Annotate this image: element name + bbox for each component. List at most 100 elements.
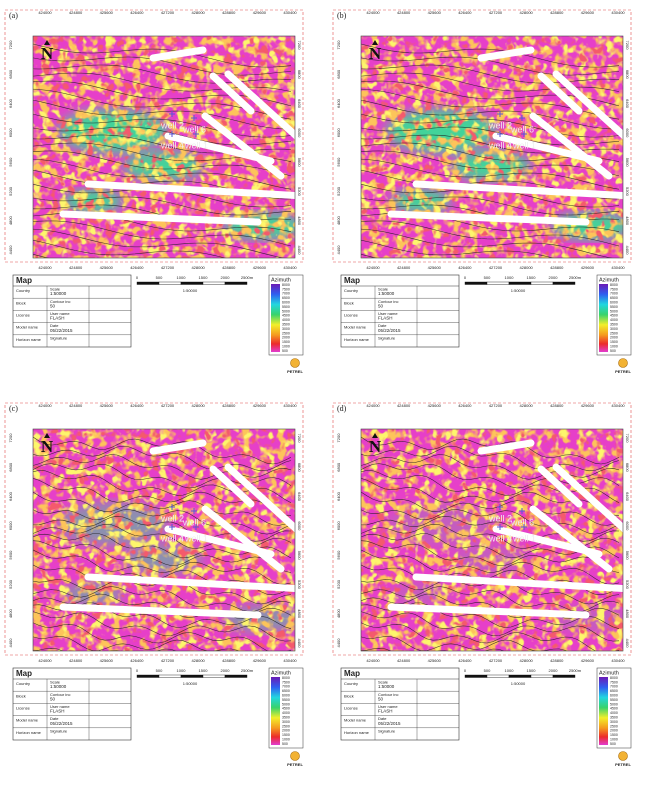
contour-line	[361, 43, 620, 68]
colorbar-tick: 3500	[610, 323, 618, 327]
info-field: Date	[378, 323, 387, 328]
x-tick-label: 424800	[397, 658, 411, 663]
info-title: Map	[16, 669, 32, 678]
info-key: Block	[16, 693, 26, 698]
fault-gap	[477, 46, 535, 62]
scale-label: 1000	[177, 275, 187, 280]
fault-gap	[201, 112, 285, 180]
map-border	[360, 35, 624, 259]
colorbar-tick: 7000	[610, 685, 618, 689]
info-title: Map	[344, 276, 360, 285]
contour-line	[361, 509, 620, 535]
colorbar-tick: 5000	[282, 309, 290, 313]
y-tick-label: 6400	[336, 98, 341, 108]
y-tick-label: 4800	[8, 215, 13, 225]
well-label: well 6	[182, 124, 206, 134]
x-tick-label: 429600	[253, 265, 267, 270]
y-tick-label: 6800	[8, 462, 13, 472]
x-tick-label: 428800	[550, 265, 564, 270]
contour-line	[33, 549, 292, 585]
x-tick-label: 427200	[489, 10, 503, 15]
y-tick-label: 6000	[625, 521, 630, 531]
colorbar-tick: 1500	[282, 733, 290, 737]
fault-gap	[412, 180, 623, 199]
info-field: Signature	[378, 335, 396, 340]
x-tick-label: 424000	[366, 403, 380, 408]
fault-gap	[59, 210, 262, 226]
y-tick-label: 6000	[336, 128, 341, 138]
colorbar-title: Azimuth	[599, 670, 619, 676]
scale-segment	[158, 674, 182, 678]
scale-ratio: 1:50000	[511, 681, 526, 686]
scale-segment	[530, 281, 554, 285]
fault-gap	[537, 72, 583, 115]
contour-line	[33, 445, 292, 472]
panel-label: (a)	[9, 11, 18, 20]
contour-line	[361, 220, 620, 247]
fault-gap	[224, 463, 295, 533]
fault-gap	[529, 505, 613, 573]
scale-label: 2500m	[241, 275, 254, 280]
info-key: License	[344, 312, 359, 317]
scale-label: 500	[156, 668, 163, 673]
scale-segment	[136, 281, 160, 285]
scale-label: 1500	[199, 668, 209, 673]
scale-segment	[224, 281, 248, 285]
fault-gap	[149, 439, 207, 455]
well-symbol	[169, 504, 175, 510]
colorbar-tick: 5500	[610, 698, 618, 702]
well-label: well 1	[512, 533, 536, 543]
x-tick-label: 428000	[519, 403, 533, 408]
fault-gap	[552, 70, 623, 140]
colorbar	[599, 284, 608, 352]
scale-label: 2500m	[569, 275, 582, 280]
x-tick-label: 430400	[611, 10, 625, 15]
contour-line	[361, 64, 620, 84]
colorbar-tick: 2000	[610, 336, 618, 340]
x-tick-label: 427200	[489, 265, 503, 270]
contour-line	[33, 509, 292, 535]
info-key: Country	[344, 288, 358, 293]
info-field: Scale	[378, 680, 389, 685]
contour-line	[361, 72, 620, 92]
info-value: FLASH	[50, 316, 65, 321]
info-value: 05/22/2015	[50, 721, 73, 726]
colorbar-tick: 1500	[282, 340, 290, 344]
scale-label: 500	[156, 275, 163, 280]
scale-label: 2000	[221, 275, 231, 280]
contour-line	[361, 491, 620, 526]
contour-line	[361, 533, 620, 559]
colorbar-tick: 6000	[610, 301, 618, 305]
contour-line	[361, 158, 620, 190]
y-tick-label: 6000	[336, 521, 341, 531]
colorbar-tick: 5000	[282, 702, 290, 706]
x-tick-label: 429600	[581, 658, 595, 663]
panel-label: (c)	[9, 404, 18, 413]
well-label: well 1	[184, 533, 208, 543]
contour-line	[33, 491, 292, 526]
well-label: well 2	[488, 120, 512, 130]
scale-segment	[158, 281, 182, 285]
y-tick-label: 6800	[625, 70, 630, 80]
colorbar-tick: 500	[282, 742, 288, 746]
colorbar-tick: 6000	[610, 694, 618, 698]
x-tick-label: 428800	[550, 658, 564, 663]
contour-line	[361, 445, 620, 472]
info-key: Model name	[344, 718, 367, 723]
colorbar	[599, 677, 608, 745]
well-symbol	[497, 524, 503, 530]
colorbar-tick: 7500	[610, 680, 618, 684]
info-value: 50	[378, 303, 384, 308]
contour-line	[361, 99, 620, 130]
contour-line	[361, 150, 620, 177]
logo-icon	[618, 358, 628, 368]
scale-ratio: 1:50000	[183, 288, 198, 293]
colorbar-tick: 1000	[610, 345, 618, 349]
x-tick-label: 429600	[253, 403, 267, 408]
y-tick-label: 4400	[297, 246, 302, 256]
y-tick-label: 5200	[8, 186, 13, 196]
scale-label: 0	[464, 275, 467, 280]
contour-line	[33, 196, 292, 216]
y-tick-label: 4800	[8, 608, 13, 618]
